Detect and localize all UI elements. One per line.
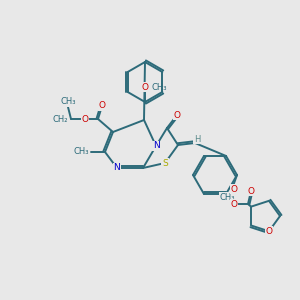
Text: CH₂: CH₂ — [52, 115, 68, 124]
Text: N: N — [114, 164, 120, 172]
Text: CH₃: CH₃ — [152, 82, 167, 91]
Text: CH₃: CH₃ — [219, 193, 235, 202]
Text: O: O — [230, 184, 238, 194]
Text: O: O — [266, 227, 272, 236]
Text: O: O — [142, 82, 148, 91]
Text: N: N — [153, 142, 159, 151]
Text: O: O — [173, 110, 181, 119]
Text: O: O — [248, 187, 254, 196]
Text: O: O — [230, 200, 238, 208]
Text: S: S — [162, 158, 168, 167]
Text: O: O — [82, 115, 88, 124]
Text: H: H — [194, 134, 200, 143]
Text: CH₃: CH₃ — [60, 98, 76, 106]
Text: CH₃: CH₃ — [74, 148, 89, 157]
Text: O: O — [98, 101, 106, 110]
